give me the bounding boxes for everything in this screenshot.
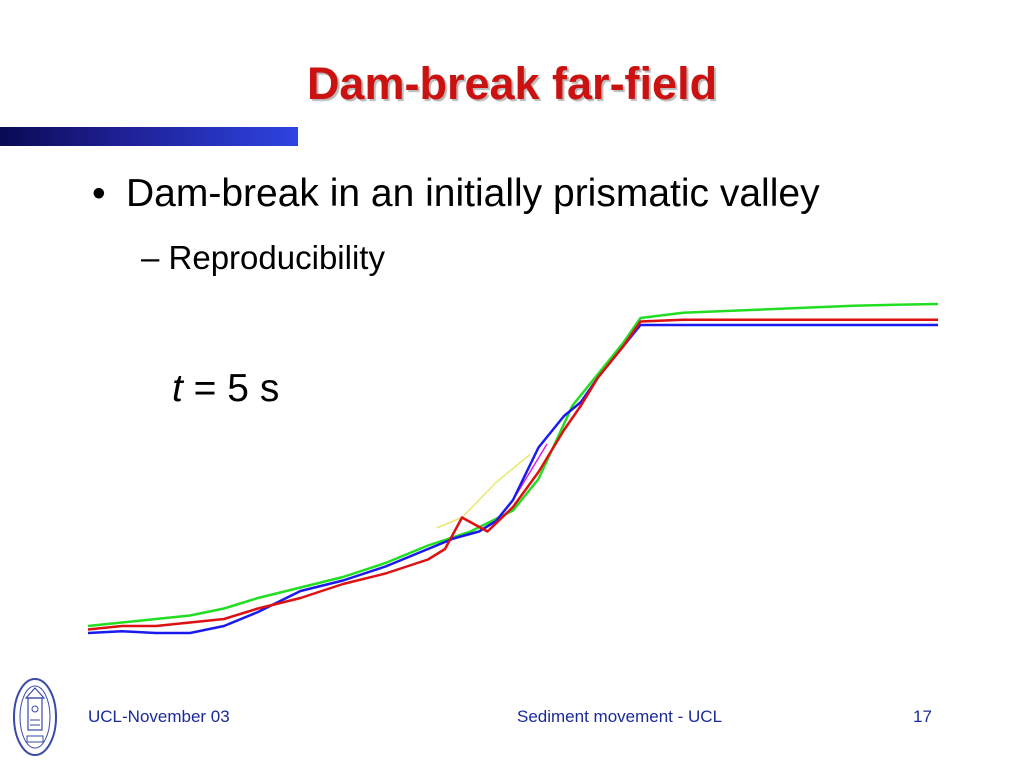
university-seal-icon — [13, 678, 57, 756]
bullet-primary-text: Dam-break in an initially prismatic vall… — [126, 172, 820, 215]
slide-title: Dam-break far-field — [306, 58, 718, 109]
bullet-marker: • — [92, 172, 106, 215]
footer-date: UCL-November 03 — [88, 707, 230, 726]
footer-title: Sediment movement - UCL — [517, 707, 723, 726]
time-value: = 5 s — [182, 367, 280, 410]
bullet-primary: • Dam-break in an initially prismatic val… — [92, 172, 820, 216]
title-accent-bar — [0, 127, 298, 146]
series-line-2 — [87, 318, 938, 631]
profile-chart — [87, 302, 939, 635]
series-line-1 — [87, 302, 939, 628]
series-line-5 — [436, 453, 531, 529]
series-line-3 — [87, 323, 938, 635]
time-label: t = 5 s — [172, 367, 279, 411]
time-variable: t — [172, 367, 183, 410]
page-number: 17 — [913, 707, 932, 726]
bullet-secondary: – Reproducibility — [141, 239, 385, 276]
